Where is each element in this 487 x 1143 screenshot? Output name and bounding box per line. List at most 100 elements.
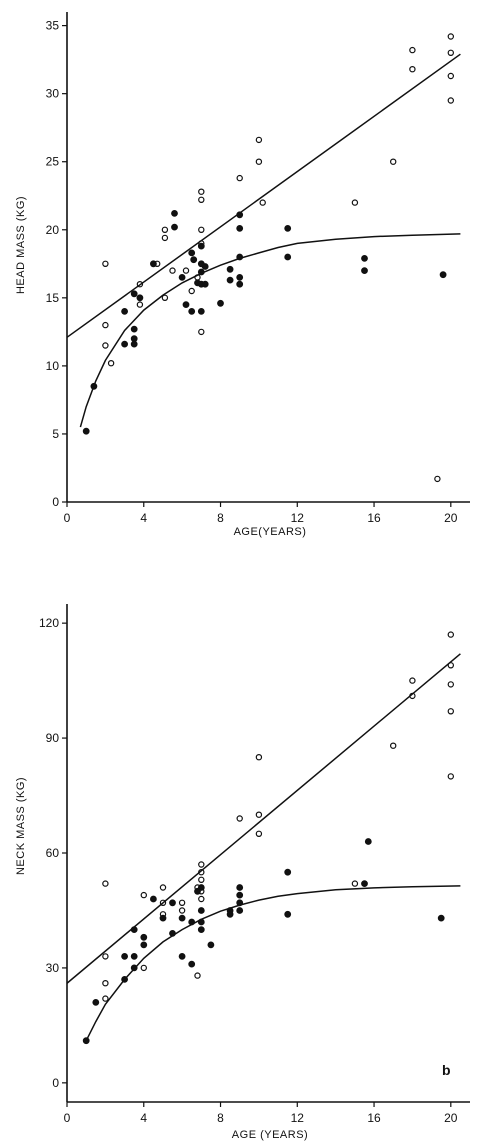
neck-mass-filled-data-point	[92, 999, 100, 1006]
head-mass-axes: 0 4 8 12 16 20 0 5 10 15 20 25 30 35	[46, 12, 470, 525]
neck-mass-fit-lines	[66, 653, 461, 1042]
head-mass-filled-data-point	[439, 271, 447, 279]
head-mass-open-data-point	[434, 475, 441, 483]
neck-mass-open-data-point	[236, 815, 243, 822]
head-mass-filled-data-point	[188, 249, 196, 257]
head-mass-open-data-point	[102, 260, 109, 267]
head-mass-open-data-point	[447, 49, 454, 57]
head-mass-open-data-point	[255, 158, 263, 165]
head-mass-x-tick-label: 20	[444, 511, 458, 525]
head-mass-filled-data-point	[178, 274, 186, 281]
neck-mass-open-data-point	[198, 895, 205, 903]
neck-mass-filled-data-point	[197, 926, 205, 933]
head-mass-filled-data-point	[130, 290, 138, 298]
neck-mass-y-tick-label: 0	[52, 1076, 59, 1090]
head-mass-data-points	[82, 33, 454, 483]
head-mass-y-tick-label: 25	[46, 155, 60, 169]
head-mass-filled-data-point	[188, 308, 196, 315]
head-mass-filled-data-point	[361, 255, 368, 262]
head-mass-filled-data-point	[236, 280, 244, 288]
head-mass-filled-data-point	[130, 325, 138, 333]
head-mass-x-tick-label: 4	[140, 511, 147, 525]
head-mass-open-data-point	[236, 174, 243, 182]
neck-mass-filled-data-point	[197, 907, 205, 914]
head-mass-filled-data-point	[82, 427, 90, 435]
neck-mass-filled-data-point	[364, 838, 372, 845]
neck-mass-x-tick-label: 16	[367, 1111, 381, 1125]
neck-mass-open-data-point	[140, 891, 147, 899]
head-mass-filled-data-point	[361, 267, 368, 275]
head-mass-filled-data-point	[197, 308, 205, 315]
head-mass-open-data-point	[447, 72, 454, 80]
neck-mass-x-tick-label: 12	[291, 1111, 305, 1125]
neck-mass-filled-data-point	[236, 884, 244, 891]
neck-mass-open-data-point	[351, 880, 359, 887]
head-mass-open-data-point	[351, 199, 359, 206]
head-mass-filled-data-point	[182, 301, 190, 309]
head-mass-open-data-point	[447, 33, 454, 40]
head-mass-y-tick-label: 0	[52, 495, 59, 509]
head-mass-open-data-point	[188, 287, 195, 295]
neck-mass-x-tick-label: 20	[444, 1111, 458, 1125]
neck-mass-x-tick-label: 0	[64, 1111, 71, 1125]
neck-mass-open-data-point	[447, 773, 454, 780]
head-mass-filled-data-point	[171, 210, 178, 217]
head-mass-chart: 0 4 8 12 16 20 0 5 10 15 20 25 30 35 AGE(YEARS) HEAD …	[15, 12, 470, 538]
head-mass-fit-lines	[66, 53, 461, 428]
head-mass-filled-data-point	[236, 225, 244, 232]
neck-mass-y-tick-label: 60	[46, 846, 60, 860]
neck-mass-open-data-point	[102, 880, 109, 887]
neck-mass-filled-data-point	[226, 910, 234, 918]
neck-mass-filled-data-point	[236, 907, 244, 914]
head-mass-open-data-point	[198, 188, 205, 195]
neck-mass-open-data-point	[198, 861, 205, 868]
head-mass-filled-data-point	[190, 256, 198, 264]
neck-mass-filled-data-point	[284, 910, 292, 918]
head-mass-filled-data-point	[197, 242, 205, 250]
neck-mass-open-data-point	[102, 980, 109, 987]
head-mass-y-tick-label: 5	[52, 427, 59, 441]
head-mass-filled-data-point	[226, 276, 234, 284]
head-mass-open-data-point	[409, 46, 416, 54]
head-mass-open-data-point	[198, 196, 205, 203]
head-mass-open-data-point	[102, 342, 109, 349]
head-mass-filled-data-point	[226, 265, 234, 273]
neck-mass-y-tick-label: 30	[46, 961, 60, 975]
neck-mass-x-axis-title: AGE (YEARS)	[232, 1129, 308, 1141]
head-mass-filled-data-point	[284, 225, 292, 232]
head-mass-filled-data-point	[171, 223, 178, 231]
head-mass-open-data-point	[255, 136, 263, 144]
neck-mass-filled-data-point	[140, 933, 148, 941]
neck-mass-y-tick-label: 90	[46, 731, 60, 745]
neck-mass-curve-fit-line	[85, 885, 461, 1042]
head-mass-open-data-point	[182, 267, 190, 274]
head-mass-open-data-point	[169, 267, 176, 274]
head-mass-x-tick-label: 0	[64, 511, 71, 525]
head-mass-filled-data-point	[121, 308, 128, 315]
neck-mass-axes: 0 4 8 12 16 20 0 30 60 90 120	[39, 604, 470, 1125]
head-mass-filled-data-point	[150, 260, 157, 268]
head-mass-filled-data-point	[121, 340, 128, 348]
head-mass-open-data-point	[136, 301, 144, 308]
head-mass-filled-data-point	[201, 263, 209, 270]
neck-mass-linear-fit-line	[66, 653, 461, 984]
neck-mass-y-tick-label: 120	[39, 616, 59, 630]
head-mass-filled-data-point	[284, 253, 292, 261]
neck-mass-open-data-point	[390, 742, 397, 749]
neck-mass-filled-data-point	[169, 899, 176, 907]
head-mass-x-tick-label: 16	[367, 511, 381, 525]
neck-mass-open-data-point	[447, 708, 454, 715]
head-mass-open-data-point	[447, 97, 454, 104]
neck-mass-chart: 0 4 8 12 16 20 0 30 60 90 120 AGE (YEARS) NECK MAS…	[15, 604, 470, 1141]
head-mass-curve-fit-line	[79, 233, 461, 428]
neck-mass-panel-letter: b	[442, 1062, 451, 1078]
neck-mass-open-data-point	[194, 972, 201, 979]
neck-mass-open-data-point	[255, 830, 263, 838]
neck-mass-x-tick-label: 8	[217, 1111, 224, 1125]
head-mass-open-data-point	[198, 328, 205, 336]
neck-mass-filled-data-point	[284, 868, 292, 876]
neck-mass-filled-data-point	[188, 960, 196, 968]
head-mass-open-data-point	[161, 226, 169, 233]
head-mass-filled-data-point	[130, 340, 138, 348]
